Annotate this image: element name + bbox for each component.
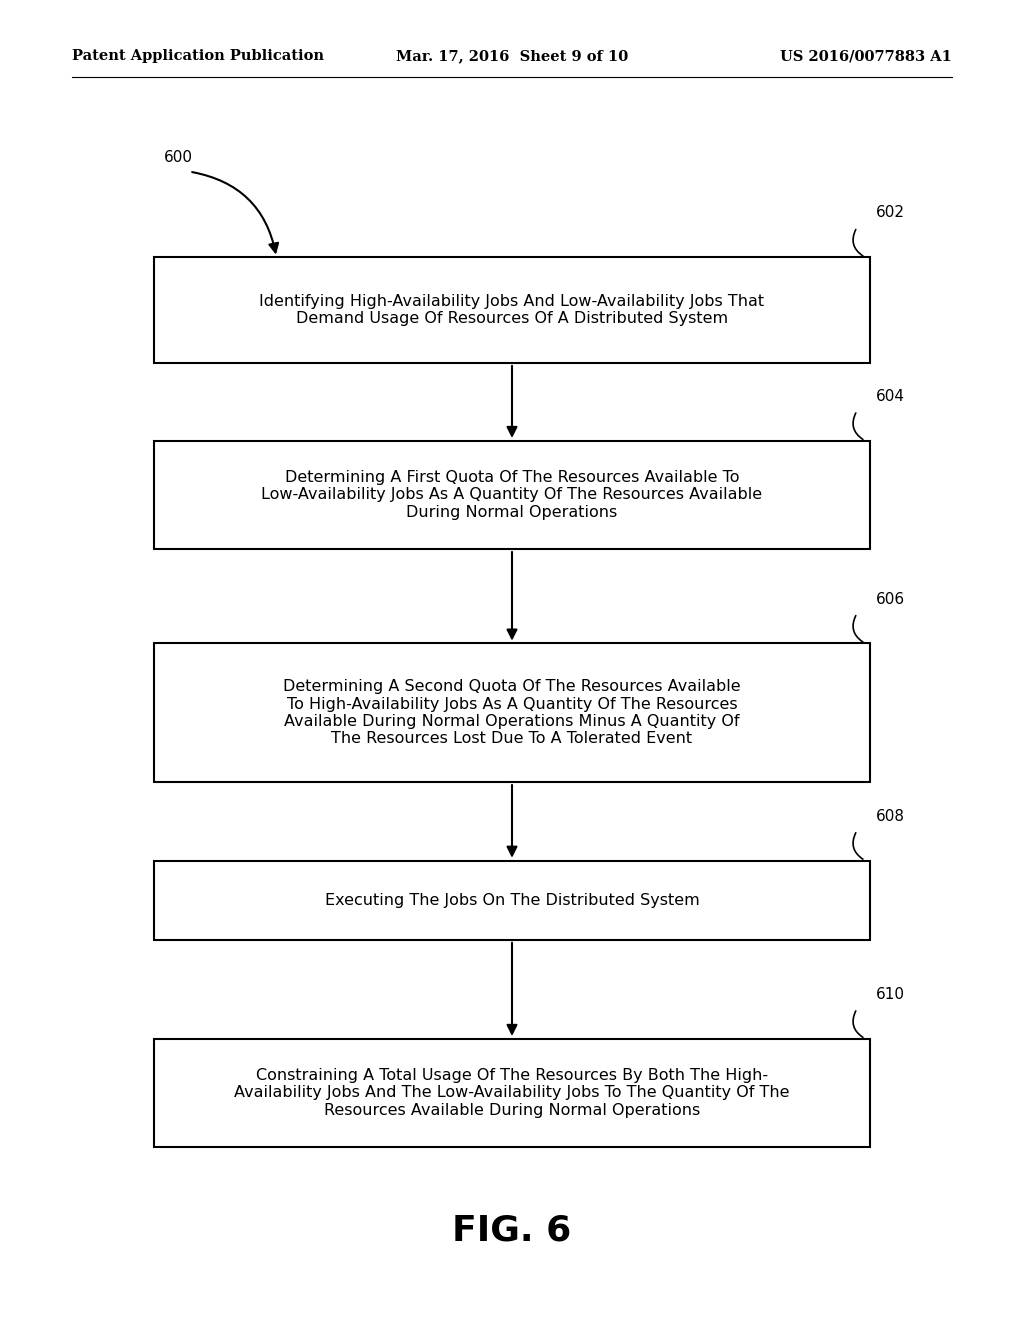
Text: Determining A Second Quota Of The Resources Available
To High-Availability Jobs : Determining A Second Quota Of The Resour… [284, 680, 740, 746]
Text: 606: 606 [876, 591, 904, 606]
Text: Mar. 17, 2016  Sheet 9 of 10: Mar. 17, 2016 Sheet 9 of 10 [396, 49, 628, 63]
Bar [154, 861, 870, 940]
Text: Constraining A Total Usage Of The Resources By Both The High-
Availability Jobs : Constraining A Total Usage Of The Resour… [234, 1068, 790, 1118]
Bar [154, 1039, 870, 1147]
Text: FIG. 6: FIG. 6 [453, 1213, 571, 1247]
Bar [154, 643, 870, 781]
Text: US 2016/0077883 A1: US 2016/0077883 A1 [780, 49, 952, 63]
Text: 600: 600 [164, 150, 193, 165]
Text: Executing The Jobs On The Distributed System: Executing The Jobs On The Distributed Sy… [325, 892, 699, 908]
Bar [154, 257, 870, 363]
Text: Patent Application Publication: Patent Application Publication [72, 49, 324, 63]
Text: 602: 602 [876, 206, 904, 220]
Text: 610: 610 [876, 987, 904, 1002]
Bar [154, 441, 870, 549]
Text: 604: 604 [876, 389, 904, 404]
Text: 608: 608 [876, 809, 904, 824]
Text: Determining A First Quota Of The Resources Available To
Low-Availability Jobs As: Determining A First Quota Of The Resourc… [261, 470, 763, 520]
Text: Identifying High-Availability Jobs And Low-Availability Jobs That
Demand Usage O: Identifying High-Availability Jobs And L… [259, 294, 765, 326]
